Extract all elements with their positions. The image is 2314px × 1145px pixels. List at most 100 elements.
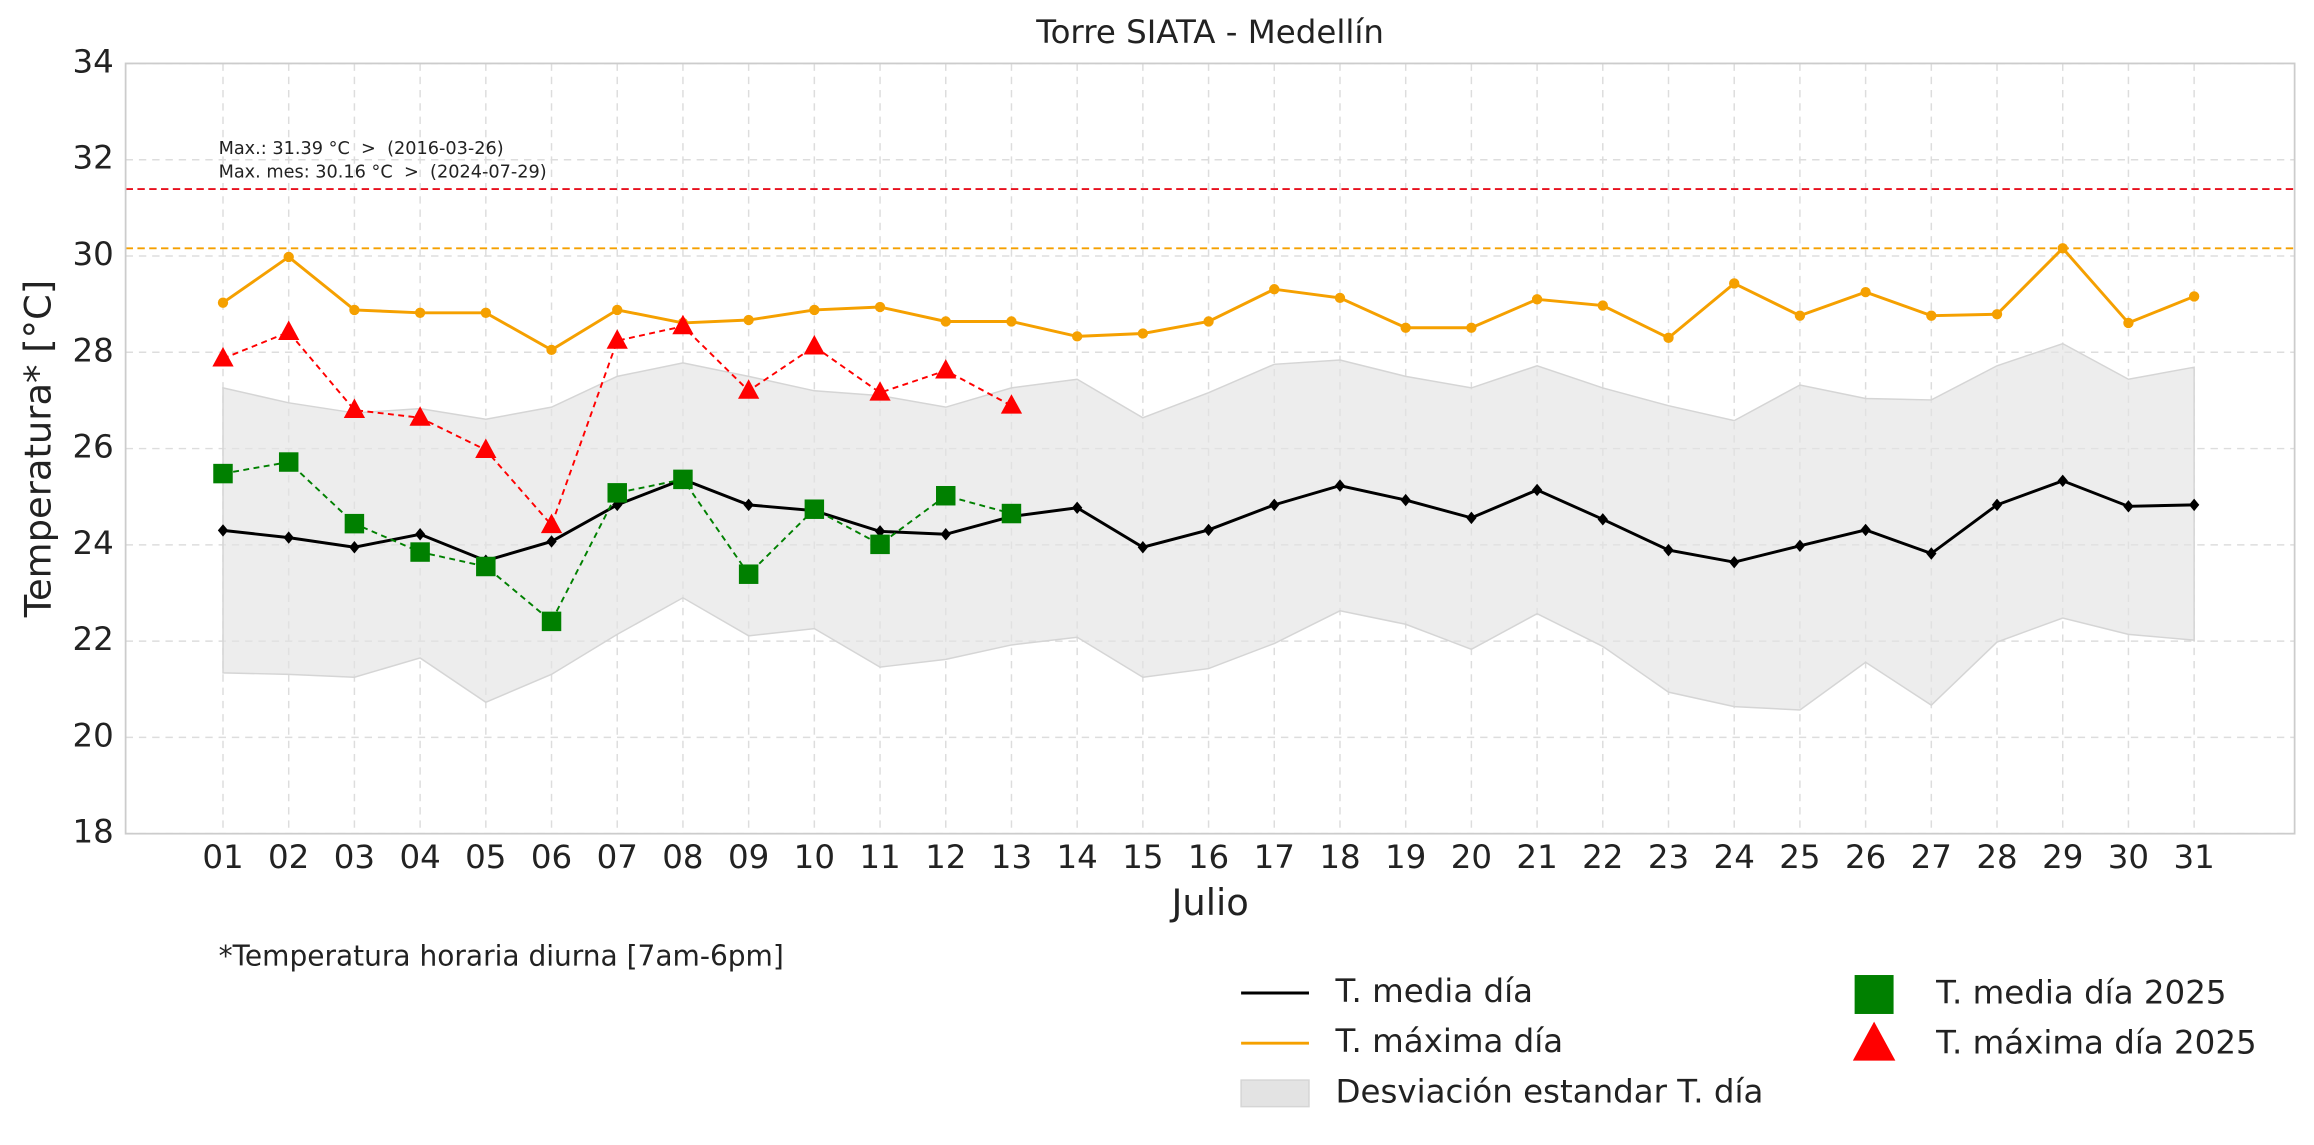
x-tick-label: 06: [531, 838, 572, 876]
point: [809, 304, 820, 316]
series: [213, 452, 1022, 632]
x-tick-label: 31: [2173, 838, 2214, 876]
legend-label: T. máxima día: [1335, 1022, 1564, 1060]
point: [606, 329, 628, 349]
x-tick-label: 28: [1976, 838, 2017, 876]
legend-label: T. máxima día 2025: [1935, 1024, 2257, 1062]
point: [2057, 474, 2068, 488]
point: [1001, 503, 1022, 524]
x-tick-label: 21: [1516, 838, 1557, 876]
x-tick-label: 09: [728, 838, 769, 876]
reference-label: Max.: 31.39 °C > (2016-03-26): [219, 139, 504, 159]
legend-label: Desviación estandar T. día: [1336, 1072, 1764, 1110]
legend-item: T. máxima día 2025: [1852, 1021, 2257, 1062]
point: [1203, 523, 1214, 537]
x-tick-label: 16: [1188, 838, 1229, 876]
series: [212, 314, 1023, 534]
y-tick-label: 30: [73, 235, 114, 273]
point: [1597, 300, 1608, 311]
point: [410, 542, 430, 562]
point: [1000, 394, 1023, 414]
point: [2123, 317, 2134, 329]
point: [1860, 523, 1871, 537]
point: [1137, 328, 1149, 339]
y-tick-label: 24: [73, 524, 114, 562]
point: [672, 314, 694, 335]
x-tick-label: 25: [1779, 838, 1820, 876]
point: [1334, 479, 1346, 492]
x-tick-label: 27: [1911, 838, 1952, 876]
point: [278, 320, 300, 341]
y-tick-label: 20: [73, 716, 114, 754]
x-tick-label: 13: [991, 838, 1032, 876]
point: [1269, 284, 1280, 295]
point: [546, 344, 557, 356]
y-tick-label: 32: [73, 139, 114, 177]
legend-swatch: [1854, 975, 1894, 1014]
point: [743, 498, 754, 512]
point: [540, 513, 563, 534]
point: [673, 469, 693, 490]
y-tick-label: 34: [73, 42, 114, 80]
x-tick-label: 24: [1714, 838, 1755, 876]
point: [1729, 278, 1740, 289]
point: [935, 359, 957, 379]
point: [283, 531, 294, 544]
point: [1071, 331, 1083, 342]
x-axis-label: Julio: [1169, 881, 1248, 924]
point: [1531, 294, 1543, 305]
x-tick-label: 01: [202, 838, 243, 876]
x-tick-label: 08: [662, 838, 703, 876]
footnote: *Temperatura horaria diurna [7am-6pm]: [219, 940, 784, 973]
point: [414, 307, 426, 318]
point: [1860, 286, 1871, 298]
point: [409, 406, 431, 426]
x-tick-label: 15: [1122, 838, 1163, 876]
x-tick-label: 03: [334, 838, 375, 876]
point: [869, 381, 891, 401]
point: [1334, 292, 1346, 304]
legend-item: T. media día: [1241, 972, 1533, 1010]
point: [940, 316, 951, 327]
plot-frame: [124, 62, 2296, 835]
x-tick-label: 07: [597, 838, 638, 876]
y-tick-label: 22: [73, 620, 114, 658]
point: [1991, 309, 2003, 320]
x-tick-label: 17: [1254, 838, 1295, 876]
point: [743, 314, 754, 326]
x-tick-label: 02: [268, 838, 309, 876]
point: [804, 499, 825, 519]
point: [541, 611, 562, 632]
x-tick-label: 05: [465, 838, 506, 876]
x-tick-label: 19: [1385, 838, 1426, 876]
point: [2188, 291, 2200, 302]
point: [212, 347, 234, 367]
point: [1991, 498, 2003, 512]
y-tick-label: 28: [73, 331, 114, 369]
x-tick-label: 18: [1319, 838, 1360, 876]
x-tick-label: 22: [1582, 838, 1623, 876]
legend-item: T. máxima día: [1241, 1022, 1563, 1060]
point: [870, 534, 890, 555]
chart-title: Torre SIATA - Medellín: [1035, 13, 1384, 51]
x-tick-label: 14: [1057, 838, 1098, 876]
legend-item: T. media día 2025: [1854, 973, 2226, 1014]
point: [344, 513, 365, 534]
data: Max.: 31.39 °C > (2016-03-26) Max. mes: 3…: [125, 139, 2295, 711]
point: [1663, 332, 1674, 344]
point: [217, 297, 229, 308]
legend-item: Desviación estandar T. día: [1240, 1072, 1764, 1110]
point: [1466, 511, 1477, 525]
point: [1071, 501, 1083, 514]
x-tick-label: 20: [1451, 838, 1492, 876]
point: [1531, 483, 1543, 497]
point: [1926, 547, 1937, 560]
x-tick-label: 10: [794, 838, 835, 876]
x-tick-label: 29: [2042, 838, 2083, 876]
point: [475, 438, 497, 458]
x-tick-label: 30: [2108, 838, 2149, 876]
y-tick-label: 18: [73, 813, 114, 851]
point: [874, 301, 886, 313]
point: [1794, 539, 1806, 552]
